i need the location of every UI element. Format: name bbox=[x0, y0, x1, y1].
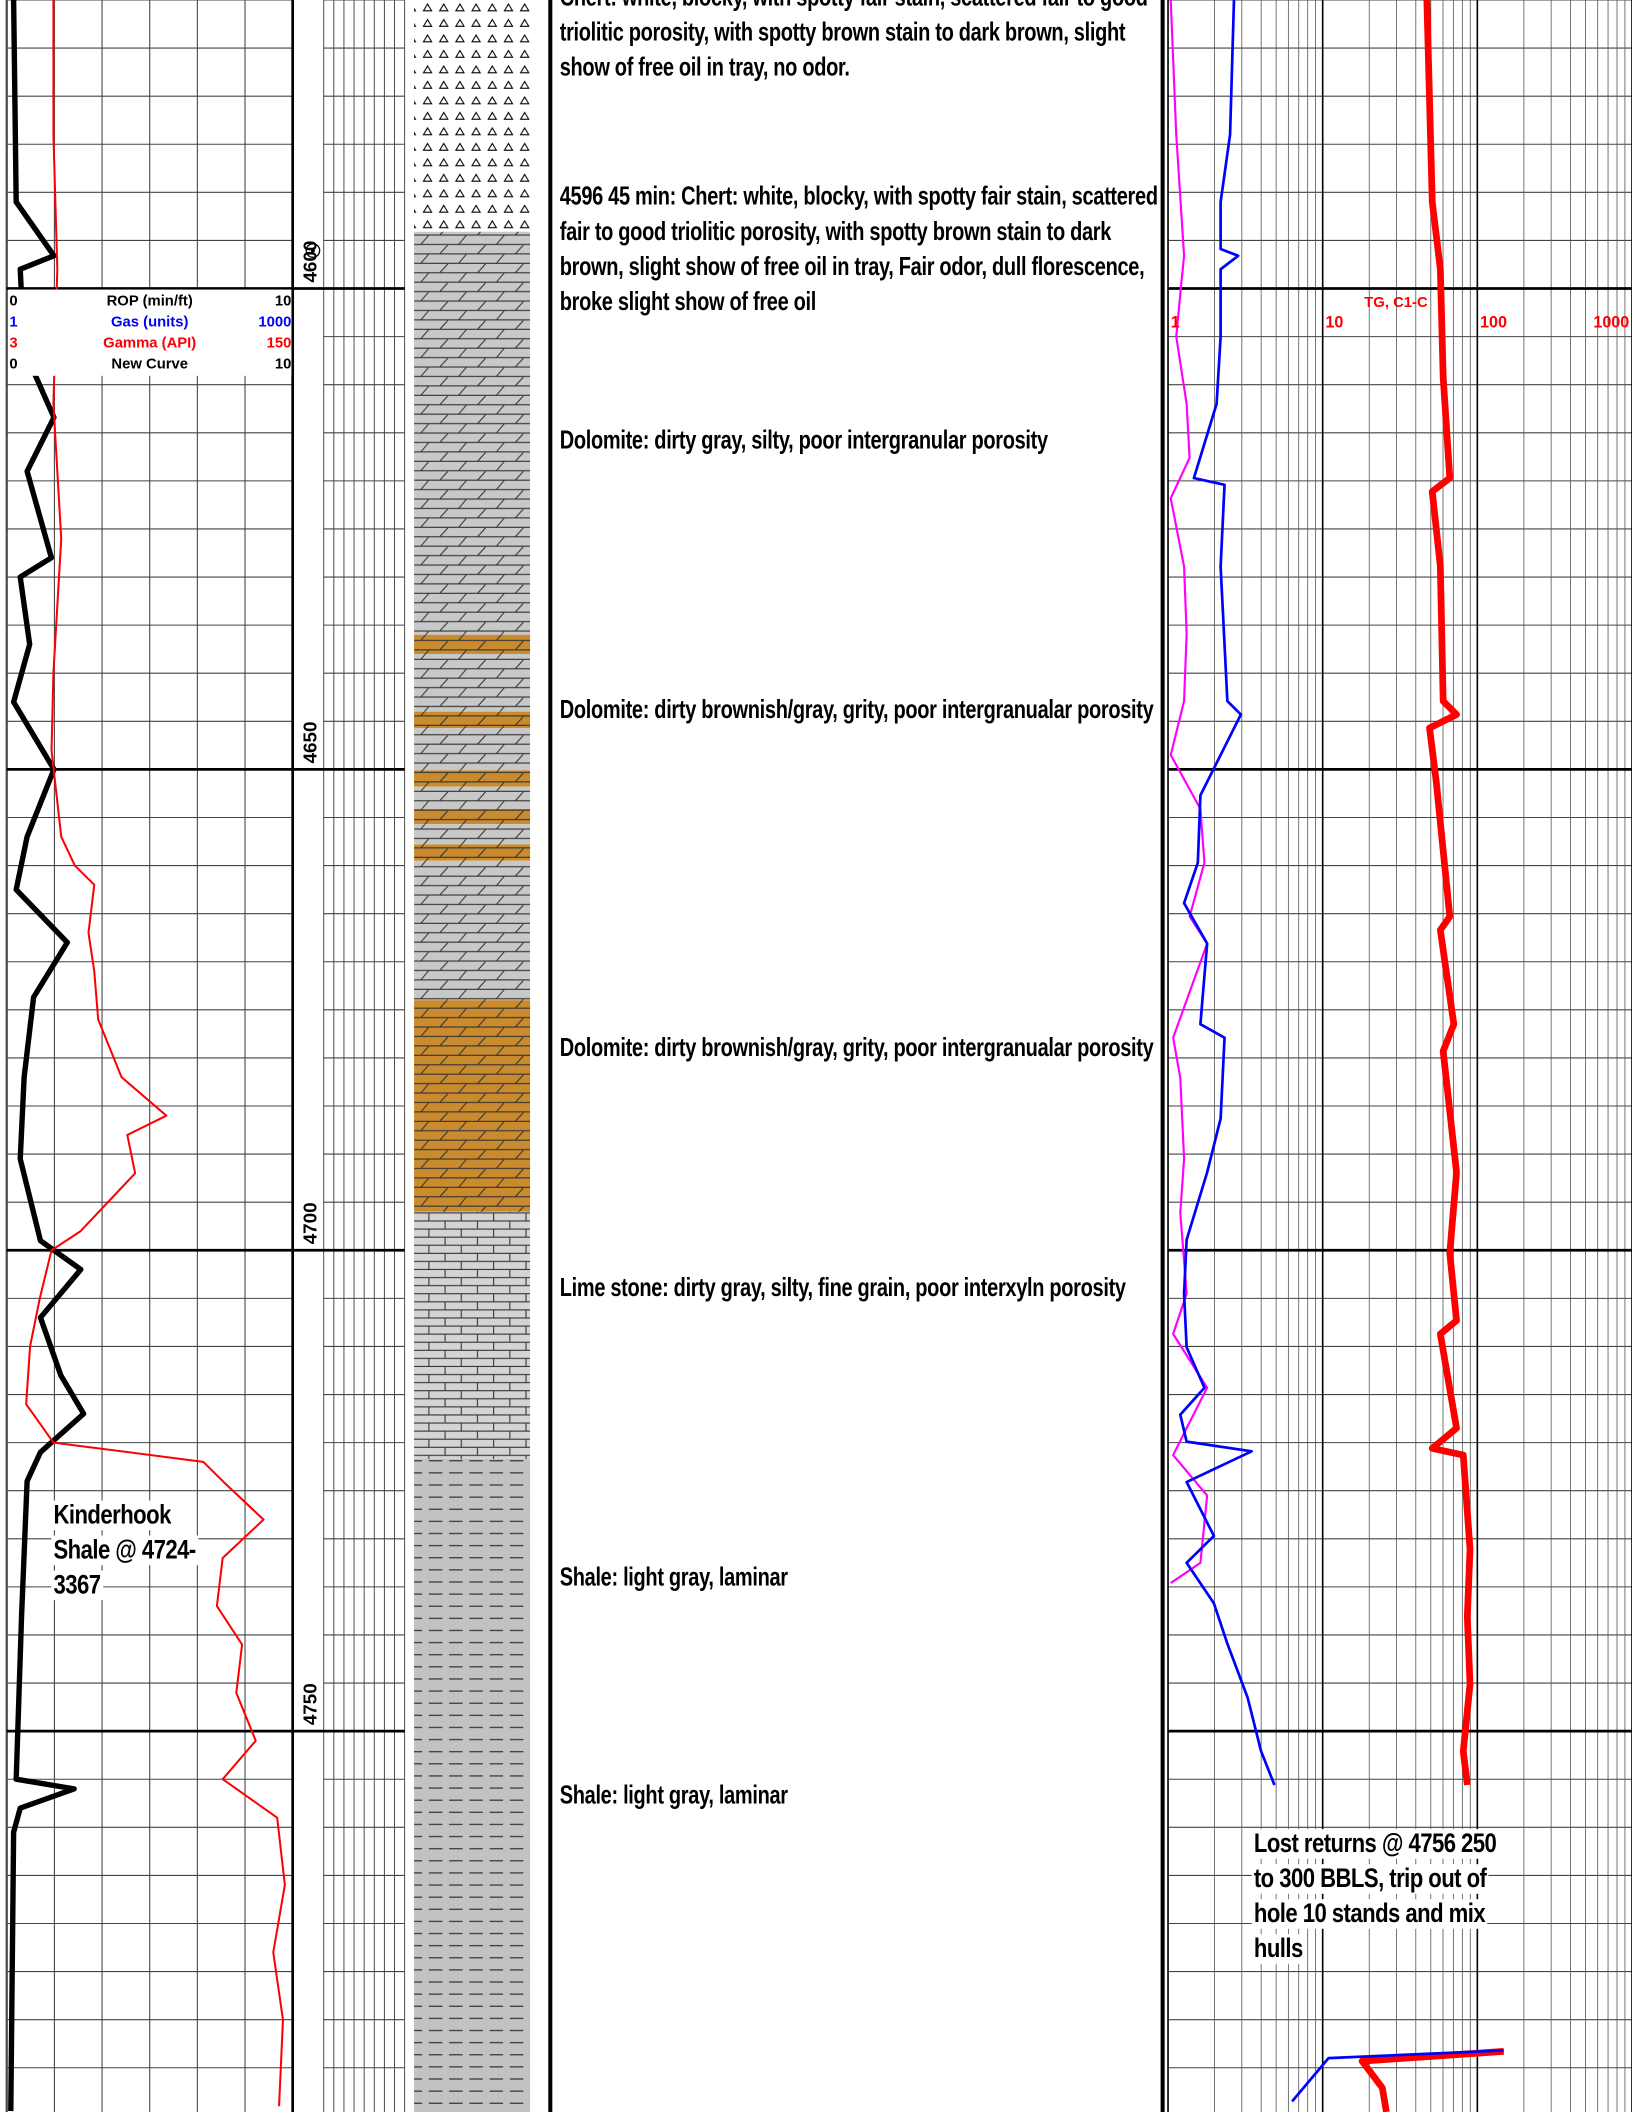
lithology-description: Dolomite: dirty brownish/gray, grity, po… bbox=[559, 1034, 1154, 1063]
lithology-description: Lime stone: dirty gray, silty, fine grai… bbox=[559, 1274, 1126, 1303]
scale-label: 100 bbox=[1480, 314, 1507, 332]
lithology-interval bbox=[414, 0, 531, 232]
lithology-interval bbox=[414, 1458, 531, 2112]
depth-label: 4700 bbox=[300, 1202, 321, 1244]
lithology-interval bbox=[414, 824, 531, 845]
depth-marker-dot bbox=[310, 248, 315, 253]
lithology-column bbox=[414, 0, 531, 2112]
lithology-interval bbox=[414, 1000, 531, 1212]
lithology-description: Dolomite: dirty gray, silty, poor interg… bbox=[559, 426, 1048, 456]
depth-label: 4600 bbox=[300, 241, 321, 283]
legend-min: 0 bbox=[9, 294, 17, 310]
scale-label: 1 bbox=[1171, 314, 1180, 332]
grid bbox=[5, 0, 1632, 2112]
lithology-interval bbox=[414, 860, 531, 1001]
log-curve bbox=[1358, 0, 1504, 2112]
annotation: Kinderhook Shale @ 4724-3367 bbox=[51, 1500, 198, 1601]
scale-label: 1000 bbox=[1593, 314, 1629, 332]
annotation-box: Lost returns @ 4756 250 to 300 BBLS, tri… bbox=[1251, 1826, 1504, 1966]
lithology-description: Chert: white, blocky, with spotty fair s… bbox=[559, 0, 1148, 83]
lithology-interval bbox=[414, 770, 531, 787]
lithology-interval bbox=[414, 1211, 531, 1459]
lithology-interval bbox=[414, 808, 531, 825]
annotation: Lost returns @ 4756 250 to 300 BBLS, tri… bbox=[1251, 1829, 1499, 1964]
lithology-interval bbox=[414, 844, 531, 861]
legend-min: 3 bbox=[9, 335, 17, 351]
log-curve bbox=[1169, 0, 1209, 1584]
lithology-interval bbox=[414, 653, 531, 712]
lithology-interval bbox=[414, 634, 531, 654]
lithology-interval bbox=[414, 786, 531, 809]
legend-name: New Curve bbox=[111, 356, 188, 372]
legend-box bbox=[8, 289, 292, 376]
lithology-description: Shale: light gray, laminar bbox=[559, 1782, 788, 1811]
curves bbox=[8, 0, 1504, 2112]
legend-max: 10 bbox=[275, 356, 291, 372]
legend-max: 1000 bbox=[258, 315, 291, 331]
legend-name: ROP (min/ft) bbox=[107, 294, 193, 310]
depth-label: 4750 bbox=[300, 1683, 321, 1725]
track-title: TG, C1-C bbox=[1364, 295, 1428, 311]
depth-marker bbox=[305, 243, 321, 258]
lithology-interval bbox=[414, 728, 531, 771]
log-curve bbox=[25, 0, 286, 2107]
legend-min: 0 bbox=[9, 356, 17, 372]
lithology-interval bbox=[414, 711, 531, 729]
legend-name: Gas (units) bbox=[111, 315, 188, 331]
scale-label: 10 bbox=[1325, 314, 1343, 332]
legend-name: Gamma (API) bbox=[103, 335, 196, 351]
legend-max: 150 bbox=[267, 335, 292, 351]
legend-max: 10 bbox=[275, 294, 291, 310]
depth-label: 4650 bbox=[300, 721, 321, 763]
lithology-interval bbox=[414, 231, 531, 635]
annotation-box: Kinderhook Shale @ 4724-3367 bbox=[51, 1498, 200, 1603]
lithology-description: Shale: light gray, laminar bbox=[559, 1563, 788, 1593]
legend-min: 1 bbox=[9, 315, 17, 331]
lithology-description: 4596 45 min: Chert: white, blocky, with … bbox=[559, 183, 1158, 317]
log-curve bbox=[1178, 0, 1504, 2103]
lithology-description: Dolomite: dirty brownish/gray, grity, po… bbox=[559, 696, 1154, 725]
